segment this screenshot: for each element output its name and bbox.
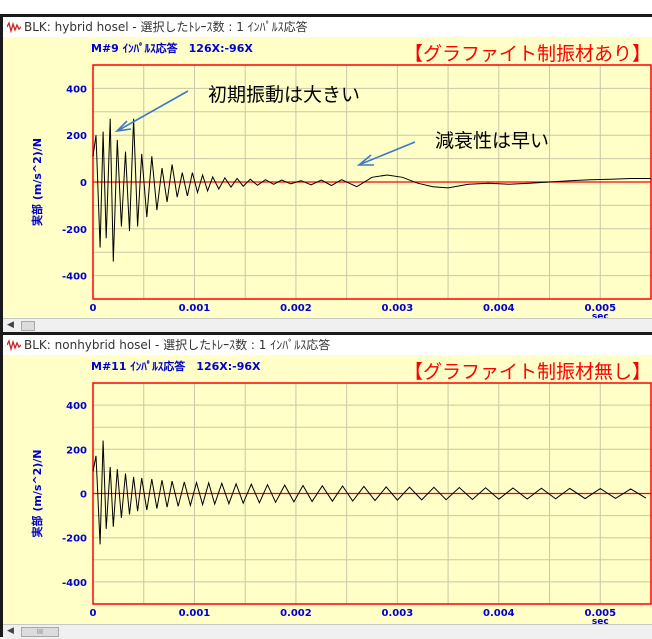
plot-area: 400 200 0 -200 -400 0 0.001 0.002 0.003 0.004 0.00… <box>3 37 652 322</box>
y-tick-label: -400 <box>62 578 87 589</box>
annotation-initial-vibration: 初期振動は大きい <box>208 84 360 106</box>
y-axis-label: 実部 (m/s^2)/N <box>30 449 44 537</box>
x-tick-label: 0.004 <box>483 303 515 314</box>
x-tick-label: 0.002 <box>280 608 312 619</box>
graph-window-hybrid: BLK: hybrid hosel - 選択したﾄﾚｰｽ数 : 1 ｲﾝﾊﾟﾙｽ… <box>0 14 652 333</box>
x-axis-label: sec <box>592 312 609 318</box>
y-tick-label: 400 <box>66 84 87 95</box>
y-tick-label: -200 <box>62 534 87 545</box>
x-tick-label: 0 <box>90 608 97 619</box>
y-tick-label: -400 <box>62 272 87 283</box>
series-line <box>92 440 647 545</box>
x-tick-label: 0 <box>90 303 97 314</box>
x-tick-label: 0.002 <box>280 303 312 314</box>
impulse-response-chart: 400 200 0 -200 -400 0 0.001 0.002 0.003 0.004 0.00… <box>30 359 652 627</box>
x-tick-label: 0.005 <box>584 303 616 314</box>
y-axis-label: 実部 (m/s^2)/N <box>30 138 44 226</box>
window-titlebar[interactable]: BLK: nonhybrid hosel - 選択したﾄﾚｰｽ数 : 1 ｲﾝﾊ… <box>3 335 652 355</box>
trace-label: M#9 ｲﾝﾊﾟﾙｽ応答 126X:-96X <box>91 41 253 55</box>
arrow-damping-head <box>356 154 374 166</box>
waveform-icon <box>7 339 21 351</box>
horizontal-scrollbar[interactable]: ◀ <box>3 318 652 333</box>
condition-banner: 【グラファイト制振材あり】 <box>404 43 651 65</box>
window-title: BLK: hybrid hosel - 選択したﾄﾚｰｽ数 : 1 ｲﾝﾊﾟﾙｽ… <box>24 20 308 34</box>
arrow-damping <box>360 141 416 165</box>
trace-label: M#11 ｲﾝﾊﾟﾙｽ応答 126X:-96X <box>91 359 261 373</box>
x-tick-label: 0.003 <box>382 608 414 619</box>
y-tick-label: 0 <box>80 490 87 501</box>
arrow-initial-head <box>114 120 132 133</box>
scroll-thumb[interactable]: III <box>21 627 59 637</box>
plot-area: 400 200 0 -200 -400 0 0.001 0.002 0.003 0.004 0.00… <box>3 355 652 627</box>
scroll-left-icon[interactable]: ◀ <box>7 626 14 636</box>
annotation-damping: 減衰性は早い <box>435 130 549 152</box>
y-tick-label: 200 <box>66 131 87 142</box>
x-axis-label: sec <box>592 617 609 624</box>
y-tick-label: 400 <box>66 401 87 412</box>
series-line <box>92 118 651 262</box>
y-tick-label: 0 <box>80 178 87 189</box>
condition-banner: 【グラファイト制振材無し】 <box>404 361 651 383</box>
x-tick-label: 0.005 <box>584 608 616 619</box>
horizontal-scrollbar[interactable]: ◀ III <box>3 624 652 639</box>
x-tick-label: 0.001 <box>179 303 211 314</box>
x-tick-label: 0.001 <box>179 608 211 619</box>
x-tick-label: 0.004 <box>483 608 515 619</box>
x-tick-label: 0.003 <box>382 303 414 314</box>
impulse-response-chart: 400 200 0 -200 -400 0 0.001 0.002 0.003 0.004 0.00… <box>30 41 652 322</box>
window-titlebar[interactable]: BLK: hybrid hosel - 選択したﾄﾚｰｽ数 : 1 ｲﾝﾊﾟﾙｽ… <box>3 17 652 37</box>
y-tick-label: -200 <box>62 225 87 236</box>
waveform-icon <box>7 21 21 33</box>
scroll-left-icon[interactable]: ◀ <box>7 320 14 330</box>
y-tick-label: 200 <box>66 445 87 456</box>
graph-window-nonhybrid: BLK: nonhybrid hosel - 選択したﾄﾚｰｽ数 : 1 ｲﾝﾊ… <box>0 332 652 639</box>
window-title: BLK: nonhybrid hosel - 選択したﾄﾚｰｽ数 : 1 ｲﾝﾊ… <box>24 338 331 352</box>
arrow-initial <box>118 90 189 131</box>
scroll-thumb[interactable] <box>21 321 35 331</box>
